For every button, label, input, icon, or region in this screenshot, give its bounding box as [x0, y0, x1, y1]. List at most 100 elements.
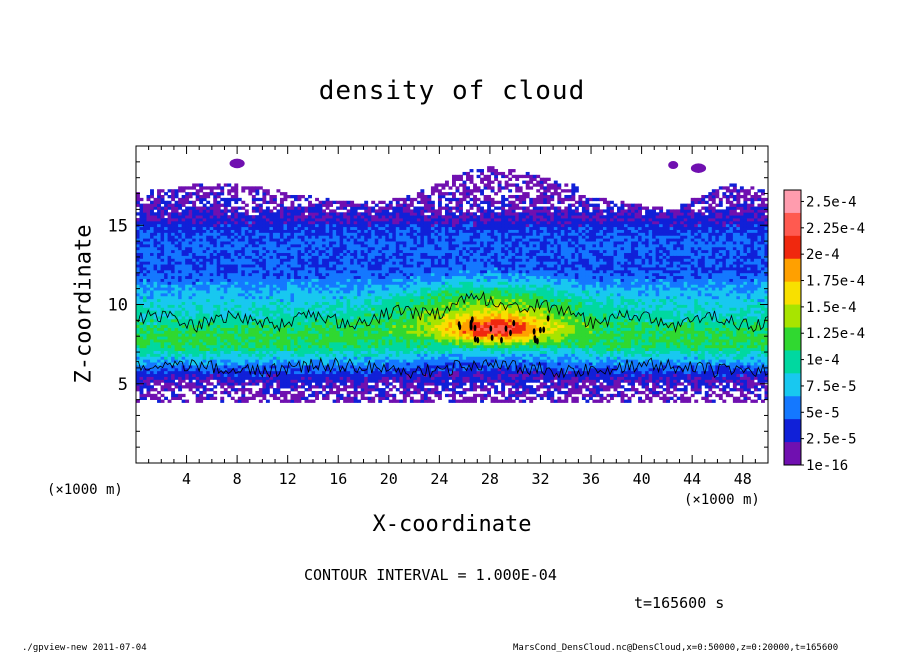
heatmap-cell — [318, 232, 323, 236]
heatmap-cell — [378, 353, 383, 357]
heatmap-cell — [213, 200, 218, 205]
heatmap-cell — [206, 295, 211, 300]
heatmap-cell — [301, 292, 305, 297]
heatmap-cell — [139, 284, 144, 288]
heatmap-cell — [209, 218, 214, 222]
heatmap-cell — [150, 318, 154, 323]
heatmap-cell — [150, 350, 154, 354]
heatmap-cell — [329, 295, 334, 300]
heatmap-cell — [297, 252, 302, 256]
heatmap-cell — [150, 365, 154, 369]
heatmap-cell — [174, 316, 179, 320]
heatmap-cell — [378, 209, 383, 213]
heatmap-cell — [360, 359, 365, 363]
heatmap-cell — [251, 370, 256, 375]
heatmap-cell — [279, 333, 284, 337]
heatmap-cell — [371, 344, 376, 349]
heatmap-cell — [150, 192, 154, 196]
heatmap-cell — [220, 223, 225, 228]
heatmap-cell — [339, 373, 344, 377]
heatmap-cell — [311, 267, 316, 271]
heatmap-cell — [206, 226, 211, 230]
heatmap-cell — [339, 212, 344, 216]
heatmap-cell — [136, 212, 140, 216]
heatmap-cell — [258, 362, 263, 366]
heatmap-cell — [388, 307, 393, 311]
heatmap-cell — [304, 206, 309, 210]
heatmap-cell — [202, 304, 207, 308]
heatmap-cell — [195, 336, 200, 340]
heatmap-cell — [262, 223, 267, 228]
heatmap-cell — [244, 336, 249, 340]
heatmap-cell — [213, 209, 218, 213]
heatmap-cell — [322, 373, 326, 377]
heatmap-cell — [202, 370, 207, 375]
heatmap-cell — [339, 241, 344, 245]
heatmap-cell — [181, 272, 186, 277]
heatmap-cell — [301, 324, 305, 328]
heatmap-cell — [181, 278, 186, 282]
heatmap-cell — [332, 269, 337, 274]
heatmap-cell — [206, 344, 211, 349]
heatmap-cell — [297, 241, 302, 245]
heatmap-cell — [136, 218, 140, 222]
heatmap-cell — [241, 258, 246, 262]
heatmap-cell — [195, 382, 200, 386]
heatmap-cell — [304, 321, 309, 326]
heatmap-cell — [160, 344, 165, 349]
heatmap-cell — [311, 281, 316, 285]
heatmap-cell — [248, 295, 253, 300]
heatmap-cell — [364, 258, 369, 262]
heatmap-cell — [381, 370, 386, 375]
heatmap-cell — [308, 304, 312, 308]
heatmap-cell — [157, 321, 161, 326]
heatmap-cell — [206, 341, 211, 346]
heatmap-cell — [213, 321, 218, 326]
heatmap-cell — [143, 336, 147, 340]
heatmap-cell — [262, 324, 267, 328]
heatmap-cell — [139, 212, 144, 216]
heatmap-cell — [276, 255, 281, 259]
heatmap-cell — [192, 258, 197, 262]
heatmap-cell — [315, 373, 319, 377]
heatmap-cell — [290, 304, 295, 308]
heatmap-cell — [237, 261, 242, 265]
heatmap-cell — [230, 206, 235, 210]
heatmap-cell — [153, 287, 158, 291]
heatmap-cell — [234, 226, 239, 230]
heatmap-cell — [171, 330, 176, 334]
heatmap-cell — [311, 249, 316, 254]
heatmap-cell — [360, 396, 365, 400]
heatmap-cell — [227, 333, 232, 337]
heatmap-cell — [192, 183, 197, 187]
heatmap-cell — [350, 359, 355, 363]
heatmap-cell — [241, 255, 246, 259]
heatmap-cell — [272, 393, 277, 398]
heatmap-cell — [213, 353, 218, 357]
heatmap-cell — [223, 350, 228, 354]
heatmap-cell — [325, 264, 330, 268]
heatmap-cell — [255, 209, 260, 213]
heatmap-cell — [367, 255, 372, 259]
heatmap-cell — [332, 287, 337, 291]
heatmap-cell — [195, 298, 200, 303]
heatmap-cell — [364, 209, 369, 213]
heatmap-cell — [283, 238, 288, 242]
heatmap-cell — [392, 359, 397, 363]
heatmap-cell — [286, 353, 291, 357]
heatmap-cell — [329, 318, 334, 323]
heatmap-cell — [297, 284, 302, 288]
heatmap-cell — [290, 385, 295, 389]
heatmap-cell — [329, 313, 334, 317]
heatmap-cell — [262, 252, 267, 256]
heatmap-cell — [301, 252, 305, 256]
heatmap-cell — [136, 238, 140, 242]
heatmap-cell — [357, 218, 362, 222]
heatmap-cell — [290, 367, 295, 372]
heatmap-cell — [301, 206, 305, 210]
heatmap-cell — [143, 258, 147, 262]
heatmap-cell — [213, 304, 218, 308]
heatmap-cell — [192, 324, 197, 328]
heatmap-cell — [378, 287, 383, 291]
heatmap-cell — [136, 194, 140, 199]
